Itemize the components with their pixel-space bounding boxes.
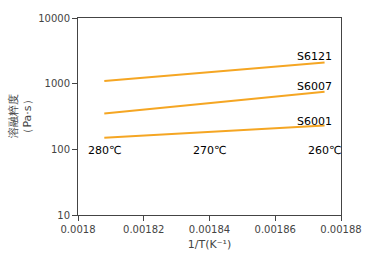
svg-text:1000: 1000 <box>45 78 70 89</box>
svg-text:S6121: S6121 <box>297 50 332 63</box>
svg-text:1/T(K⁻¹): 1/T(K⁻¹) <box>188 238 231 251</box>
svg-text:10000: 10000 <box>38 13 70 24</box>
svg-text:0.00186: 0.00186 <box>255 224 296 235</box>
svg-text:260℃: 260℃ <box>308 144 341 157</box>
svg-text:0.00182: 0.00182 <box>123 224 164 235</box>
svg-text:S6007: S6007 <box>297 80 332 93</box>
svg-text:0.00184: 0.00184 <box>189 224 230 235</box>
svg-text:10: 10 <box>57 210 70 221</box>
svg-text:溶融粹度（Pa·s）: 溶融粹度（Pa·s） <box>7 94 34 138</box>
svg-text:270℃: 270℃ <box>193 144 226 157</box>
svg-text:0.00188: 0.00188 <box>320 224 361 235</box>
svg-text:100: 100 <box>51 144 70 155</box>
svg-text:S6001: S6001 <box>297 115 332 128</box>
svg-text:0.0018: 0.0018 <box>61 224 96 235</box>
svg-text:280℃: 280℃ <box>88 144 121 157</box>
